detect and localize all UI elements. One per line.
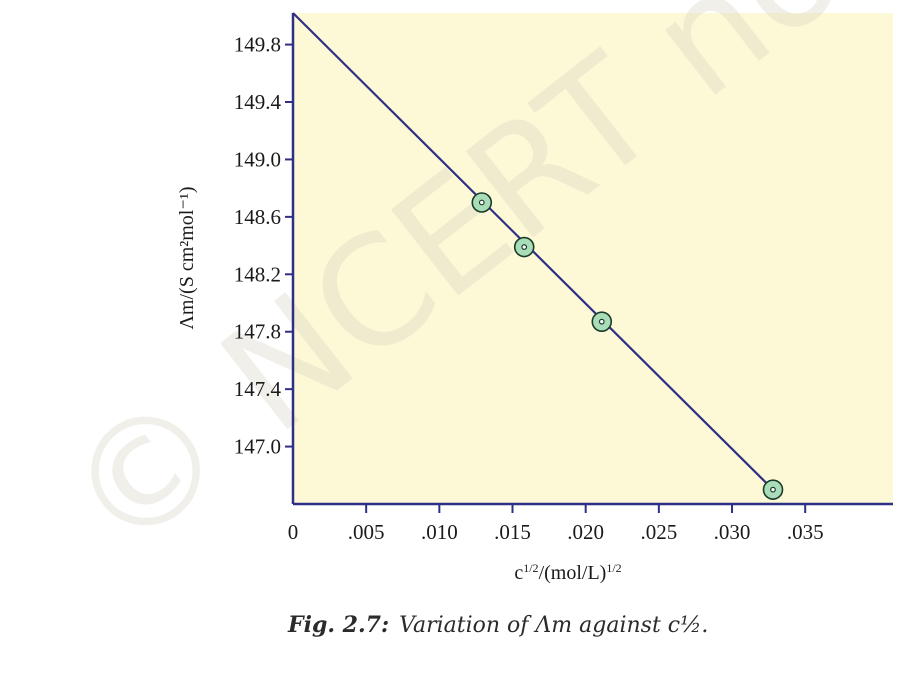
data-point-center (521, 244, 528, 250)
y-tick-label: 147.8 (234, 320, 281, 344)
y-tick-label: 148.2 (234, 262, 281, 286)
x-tick-label: .035 (787, 520, 824, 544)
x-tick-label: .030 (714, 520, 751, 544)
plot-background (293, 13, 893, 504)
x-axis-title-part: /(mol/L) (539, 562, 607, 584)
y-tick-label: 149.8 (234, 33, 281, 57)
data-point-center (478, 199, 485, 206)
figure-number: Fig. 2.7: (288, 612, 390, 638)
x-axis-title-part: c (514, 562, 523, 584)
y-tick-label: 149.4 (234, 90, 282, 114)
y-tick-label: 147.4 (234, 377, 282, 401)
y-axis-title: Λm/(S cm²mol⁻¹) (176, 186, 198, 329)
figure-description: Variation of Λm against c½. (399, 613, 709, 638)
x-tick-label: .020 (567, 520, 604, 544)
chart: © NCERT not to be republished149.8149.41… (35, 0, 921, 588)
y-tick-label: 147.0 (234, 435, 281, 459)
x-axis-title-exponent: 1/2 (523, 561, 538, 575)
y-tick-label: 148.6 (234, 205, 281, 229)
x-tick-label: .015 (494, 520, 531, 544)
data-point-center (770, 486, 776, 493)
x-axis-title-exponent: 1/2 (606, 561, 621, 575)
x-tick-label: 0 (288, 520, 299, 544)
x-tick-label: .025 (640, 520, 677, 544)
figure-caption: Fig. 2.7: Variation of Λm against c½. (288, 612, 708, 638)
y-tick-label: 149.0 (234, 147, 281, 171)
x-tick-label: .010 (421, 520, 458, 544)
x-tick-label: .005 (348, 520, 385, 544)
x-axis-title: c1/2/(mol/L)1/2 (514, 561, 621, 584)
data-point-center (598, 318, 605, 325)
